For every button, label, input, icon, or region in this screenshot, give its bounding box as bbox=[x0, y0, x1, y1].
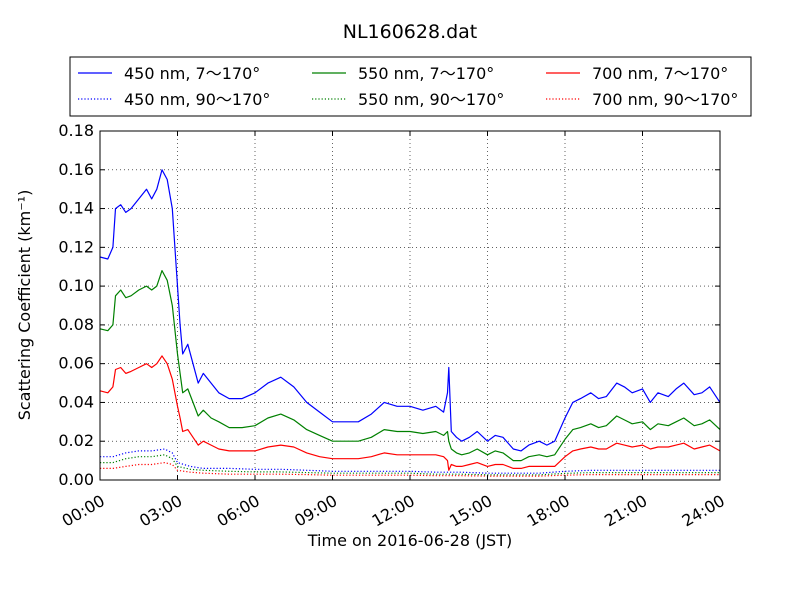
legend-label-1: 450 nm, 90～170° bbox=[124, 90, 270, 109]
x-tick-label: 18:00 bbox=[524, 491, 573, 531]
series-line-5 bbox=[100, 462, 720, 477]
x-tick-label: 12:00 bbox=[369, 491, 418, 531]
legend: 450 nm, 7～170° 550 nm, 7～170° 700 nm, 7～17… bbox=[69, 56, 752, 117]
y-tick-label: 0.02 bbox=[58, 431, 94, 450]
x-tick-label: 06:00 bbox=[214, 491, 263, 531]
legend-label-0: 450 nm, 7～170° bbox=[124, 64, 260, 83]
y-tick-label: 0.16 bbox=[58, 160, 94, 179]
y-axis-label: Scattering Coefficient (km⁻¹) bbox=[15, 190, 34, 421]
y-tick-label: 0.18 bbox=[58, 121, 94, 140]
legend-box bbox=[69, 56, 752, 117]
grid-lines bbox=[99, 130, 721, 481]
x-tick-labels: 00:00 03:00 06:00 09:00 12:00 15:00 18:00 21:00… bbox=[59, 491, 728, 531]
series-line-0 bbox=[99, 169, 721, 452]
x-tick-label: 00:00 bbox=[59, 491, 108, 531]
series-line-1 bbox=[100, 448, 720, 474]
series-line-3 bbox=[100, 454, 720, 476]
y-tick-label: 0.10 bbox=[58, 276, 94, 295]
x-axis-label: Time on 2016-06-28 (JST) bbox=[307, 531, 512, 550]
legend-items: 450 nm, 7～170° 550 nm, 7～170° 700 nm, 7～17… bbox=[78, 64, 738, 109]
axis-ticks bbox=[99, 130, 721, 481]
chart-title: NL160628.dat bbox=[343, 21, 478, 43]
legend-label-3: 550 nm, 90～170° bbox=[358, 90, 504, 109]
x-tick-label: 24:00 bbox=[679, 491, 728, 531]
y-tick-label: 0.00 bbox=[58, 470, 94, 489]
x-tick-label: 09:00 bbox=[291, 491, 340, 531]
y-tick-label: 0.14 bbox=[58, 199, 94, 218]
legend-label-2: 550 nm, 7～170° bbox=[358, 64, 494, 83]
x-tick-label: 21:00 bbox=[601, 491, 650, 531]
series-line-4 bbox=[99, 355, 721, 471]
x-tick-label: 15:00 bbox=[446, 491, 495, 531]
y-tick-label: 0.12 bbox=[58, 237, 94, 256]
y-tick-label: 0.08 bbox=[58, 315, 94, 334]
series-layer bbox=[99, 169, 721, 477]
y-tick-label: 0.04 bbox=[58, 392, 94, 411]
legend-label-4: 700 nm, 7～170° bbox=[592, 64, 728, 83]
series-line-2 bbox=[99, 270, 721, 462]
x-tick-label: 03:00 bbox=[136, 491, 185, 531]
y-tick-labels: 0.00 0.02 0.04 0.06 0.08 0.10 0.12 0.14 0.16 0.18 bbox=[58, 121, 94, 489]
legend-label-5: 700 nm, 90～170° bbox=[592, 90, 738, 109]
y-tick-label: 0.06 bbox=[58, 354, 94, 373]
